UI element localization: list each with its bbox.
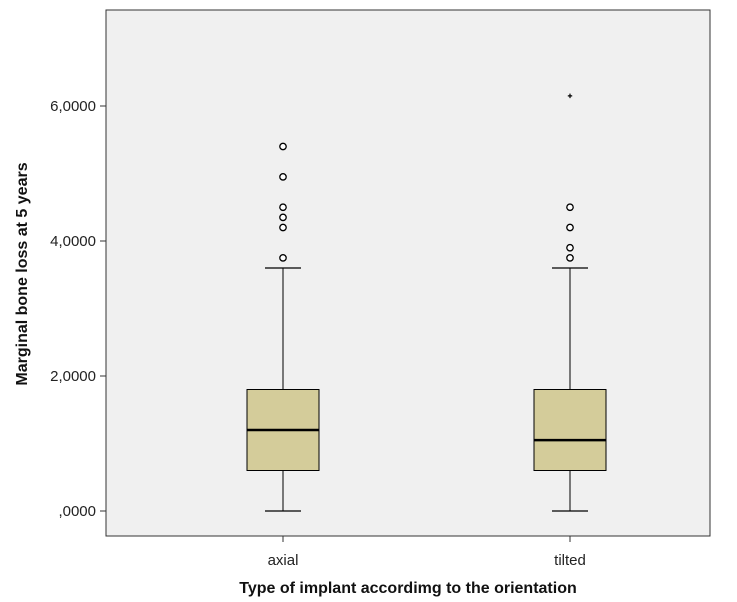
outlier-point <box>566 223 574 232</box>
x-tick-label: axial <box>268 552 299 569</box>
y-tick-label: 6,0000 <box>50 98 96 115</box>
boxes-layer <box>246 93 607 512</box>
box-axial <box>246 142 320 512</box>
outlier-point <box>279 142 287 151</box>
iqr-box <box>533 389 607 471</box>
y-tick-label: ,0000 <box>58 503 96 520</box>
extreme-point <box>567 93 573 99</box>
plot-area <box>105 9 711 537</box>
y-tick-label: 4,0000 <box>50 233 96 250</box>
y-tick-label: 2,0000 <box>50 368 96 385</box>
outlier-point <box>279 223 287 232</box>
y-axis: ,0000 2,0000 4,0000 6,0000 <box>50 98 106 520</box>
x-axis-title: Type of implant accordimg to the orienta… <box>239 580 577 597</box>
outlier-point <box>279 203 287 212</box>
outlier-point <box>566 254 574 262</box>
outlier-point <box>279 173 287 181</box>
outlier-point <box>279 254 287 262</box>
x-axis: axial tilted <box>268 536 586 569</box>
box-tilted <box>533 93 607 512</box>
outlier-point <box>566 203 574 212</box>
x-tick-label: tilted <box>554 552 586 569</box>
outlier-point <box>566 243 574 252</box>
y-axis-title: Marginal bone loss at 5 years <box>14 162 31 385</box>
outlier-point <box>279 213 287 222</box>
